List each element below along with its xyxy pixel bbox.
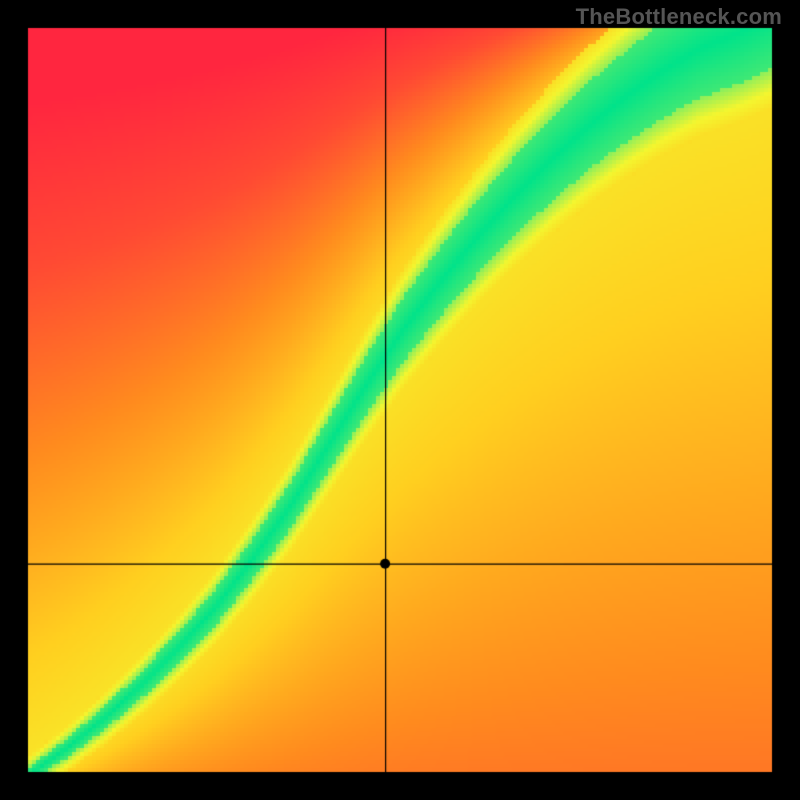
bottleneck-heatmap-canvas xyxy=(0,0,800,800)
watermark-label: TheBottleneck.com xyxy=(576,4,782,30)
chart-container: TheBottleneck.com xyxy=(0,0,800,800)
